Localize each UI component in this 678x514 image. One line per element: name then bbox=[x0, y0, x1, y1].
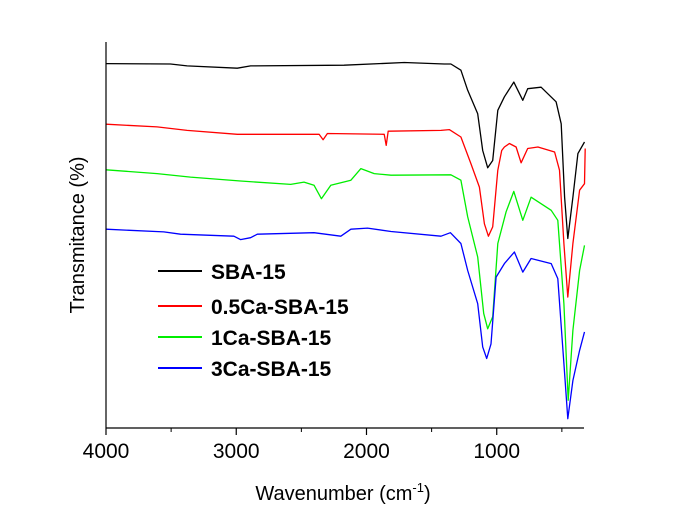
series-layer bbox=[105, 61, 586, 420]
series-line-1ca-sba-15 bbox=[105, 167, 586, 401]
legend-label: 1Ca-SBA-15 bbox=[211, 327, 332, 350]
legend-label: 0.5Ca-SBA-15 bbox=[211, 296, 349, 319]
series-line-3ca-sba-15 bbox=[105, 227, 586, 420]
x-axis-title-main: Wavenumber (cm bbox=[255, 483, 412, 505]
x-tick-label: 1000 bbox=[473, 440, 520, 463]
x-tick-label: 3000 bbox=[213, 440, 260, 463]
x-axis-title-sup: -1 bbox=[412, 480, 424, 495]
y-axis-title: Transmitance (%) bbox=[67, 156, 89, 313]
legend-item-sba15: SBA-15 bbox=[158, 261, 286, 284]
x-axis-title-end: ) bbox=[424, 483, 431, 505]
legend: SBA-15 0.5Ca-SBA-15 1Ca-SBA-15 3Ca-SBA-1… bbox=[158, 261, 349, 381]
x-ticks: 4000 3000 2000 1000 bbox=[83, 428, 563, 463]
series-line-0-5ca-sba-15 bbox=[105, 123, 586, 298]
x-tick-label: 2000 bbox=[343, 440, 390, 463]
x-axis-title: Wavenumber (cm-1) bbox=[255, 480, 430, 505]
legend-item-0-5ca-sba15: 0.5Ca-SBA-15 bbox=[158, 296, 349, 319]
legend-label: SBA-15 bbox=[211, 261, 286, 284]
legend-label: 3Ca-SBA-15 bbox=[211, 358, 332, 381]
legend-item-3ca-sba15: 3Ca-SBA-15 bbox=[158, 358, 332, 381]
x-tick-label: 4000 bbox=[83, 440, 130, 463]
legend-item-1ca-sba15: 1Ca-SBA-15 bbox=[158, 327, 332, 350]
series-line-sba-15 bbox=[105, 61, 586, 240]
